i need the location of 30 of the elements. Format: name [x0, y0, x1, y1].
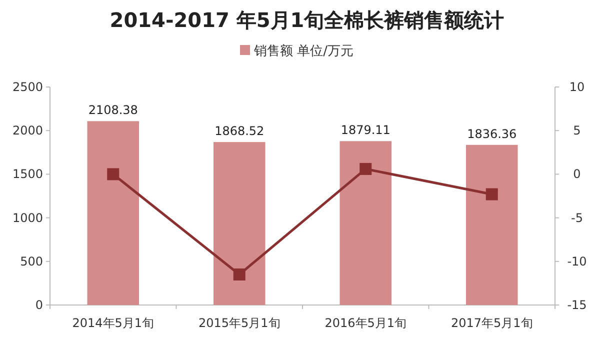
- legend-label: 销售额 单位/万元: [253, 44, 354, 59]
- y-tick-label: 500: [20, 254, 43, 268]
- y-tick-label: 1000: [12, 210, 43, 225]
- point: [107, 168, 120, 180]
- bar: [213, 142, 266, 305]
- x-tick-label: 2017年5月1旬: [450, 316, 533, 330]
- y2-tick-label: -10: [567, 254, 587, 268]
- y2-tick-label: 10: [569, 80, 585, 94]
- y-tick-label: 2500: [12, 80, 43, 94]
- x-tick-label: 2015年5月1旬: [198, 316, 280, 330]
- bar: [466, 144, 518, 305]
- data-label: 1879.11: [340, 123, 390, 138]
- y2-tick-label: 5: [573, 124, 581, 138]
- point: [233, 268, 246, 280]
- chart-title: 2014-2017 年5月1旬全棉长裤销售额统计: [110, 8, 504, 32]
- x-tick-label: 2014年5月1旬: [72, 316, 154, 330]
- y2-tick-label: 0: [573, 167, 581, 182]
- y2-tick-label: -5: [571, 210, 583, 225]
- y-tick-label: 1500: [12, 167, 43, 182]
- y-tick-label: 0: [35, 298, 43, 312]
- y2-tick-label: -15: [567, 298, 587, 312]
- point: [360, 162, 372, 175]
- data-label: 2108.38: [88, 103, 138, 118]
- bar: [340, 141, 392, 305]
- data-label: 1868.52: [214, 124, 264, 138]
- data-label: 1836.36: [467, 126, 517, 141]
- y-tick-label: 2000: [12, 124, 43, 138]
- x-tick-label: 2016年5月1旬: [324, 316, 407, 330]
- bar: [87, 121, 140, 305]
- point: [486, 188, 498, 200]
